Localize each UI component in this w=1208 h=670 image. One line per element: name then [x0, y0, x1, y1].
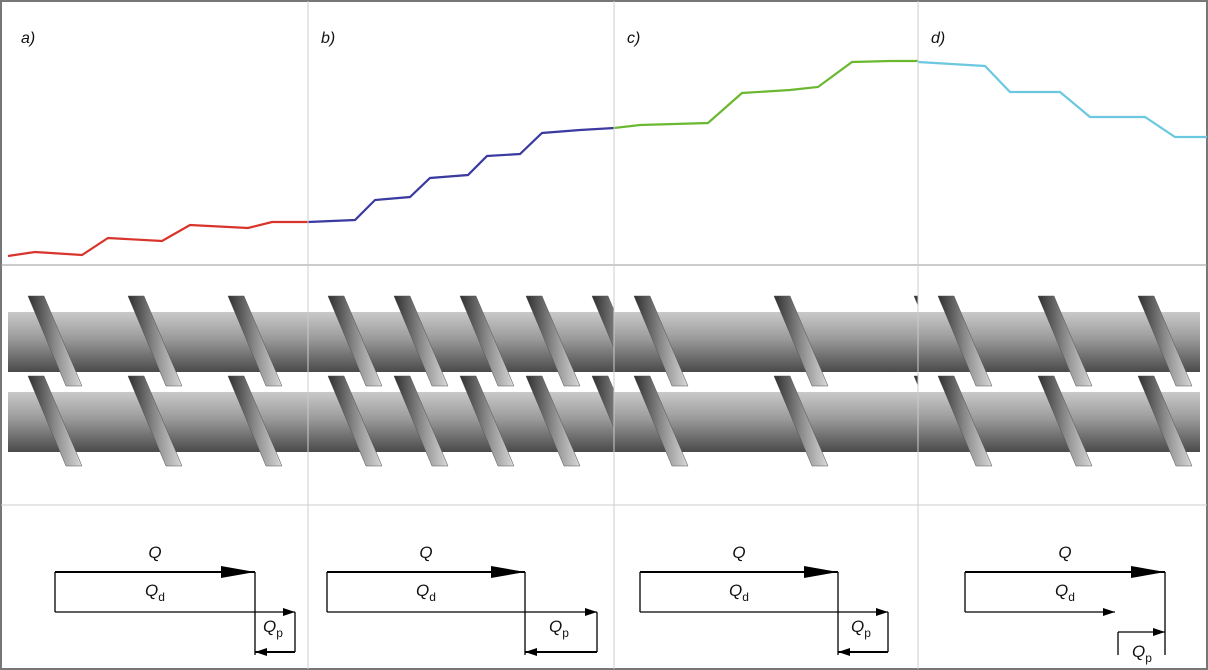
- flow-symbol: Q: [145, 581, 158, 600]
- flow-subscript: p: [276, 626, 283, 640]
- screw-flight: [327, 295, 383, 387]
- flow-label: Qd: [1055, 581, 1075, 604]
- flow-subscript: d: [1068, 590, 1075, 604]
- panel-label: b): [321, 30, 335, 47]
- flow-symbol: Q: [549, 617, 562, 636]
- screw-flight: [633, 295, 689, 387]
- screw-flight: [937, 295, 993, 387]
- screw-section: [614, 295, 918, 467]
- flow-label: Qd: [416, 581, 436, 604]
- screw-flight: [27, 295, 83, 387]
- screw-flight: [773, 295, 829, 387]
- flow-label: Q: [732, 543, 745, 562]
- flow-symbol: Q: [1055, 581, 1068, 600]
- screw-flight: [1137, 295, 1193, 387]
- screw-section: [8, 295, 308, 467]
- panel-label: c): [627, 30, 640, 47]
- flow-label: Q: [1058, 543, 1071, 562]
- flow-subscript: d: [429, 590, 436, 604]
- screw-flight: [127, 375, 183, 467]
- flow-symbol: Q: [416, 581, 429, 600]
- flow-label: Q: [419, 543, 432, 562]
- screw-flight: [525, 375, 581, 467]
- flow-label: Q: [148, 543, 161, 562]
- flow-label: Qp: [1132, 642, 1152, 665]
- panel-label: d): [931, 30, 945, 47]
- screw-flight: [1037, 375, 1093, 467]
- flow-label: Qp: [549, 617, 569, 640]
- screw-flight: [459, 295, 515, 387]
- screw-flight: [1037, 295, 1093, 387]
- screw-flight: [773, 375, 829, 467]
- flow-subscript: p: [864, 626, 871, 640]
- flow-subscript: p: [562, 626, 569, 640]
- screw-flight: [227, 295, 283, 387]
- flow-label: Qp: [851, 617, 871, 640]
- screw-flight: [393, 295, 449, 387]
- panel-label: a): [21, 30, 35, 47]
- screw-flight: [591, 295, 614, 349]
- flow-subscript: d: [158, 590, 165, 604]
- screw-flight: [633, 375, 689, 467]
- flow-label: Qp: [263, 617, 283, 640]
- screw-flight: [525, 295, 581, 387]
- flow-subscript: p: [1145, 651, 1152, 665]
- screws: [8, 1, 1200, 669]
- screw-section: [308, 295, 614, 467]
- screw-flight: [227, 375, 283, 467]
- screw-flight: [591, 375, 614, 429]
- flow-label: Qd: [145, 581, 165, 604]
- screw-flight: [459, 375, 515, 467]
- pressure-profile: [7, 59, 1207, 258]
- screw-section: [918, 295, 1200, 467]
- screw-flight: [127, 295, 183, 387]
- screw-flight: [27, 375, 83, 467]
- flow-symbol: Q: [263, 617, 276, 636]
- flow-symbol: Q: [729, 581, 742, 600]
- flow-subscript: d: [742, 590, 749, 604]
- screw-flight: [393, 375, 449, 467]
- screw-flight: [327, 375, 383, 467]
- screw-flight: [913, 375, 918, 387]
- screw-flight: [913, 295, 918, 307]
- flow-label: Qd: [729, 581, 749, 604]
- screw-flight: [937, 375, 993, 467]
- screw-flight: [1137, 375, 1193, 467]
- flow-symbol: Q: [1132, 642, 1145, 661]
- flow-symbol: Q: [851, 617, 864, 636]
